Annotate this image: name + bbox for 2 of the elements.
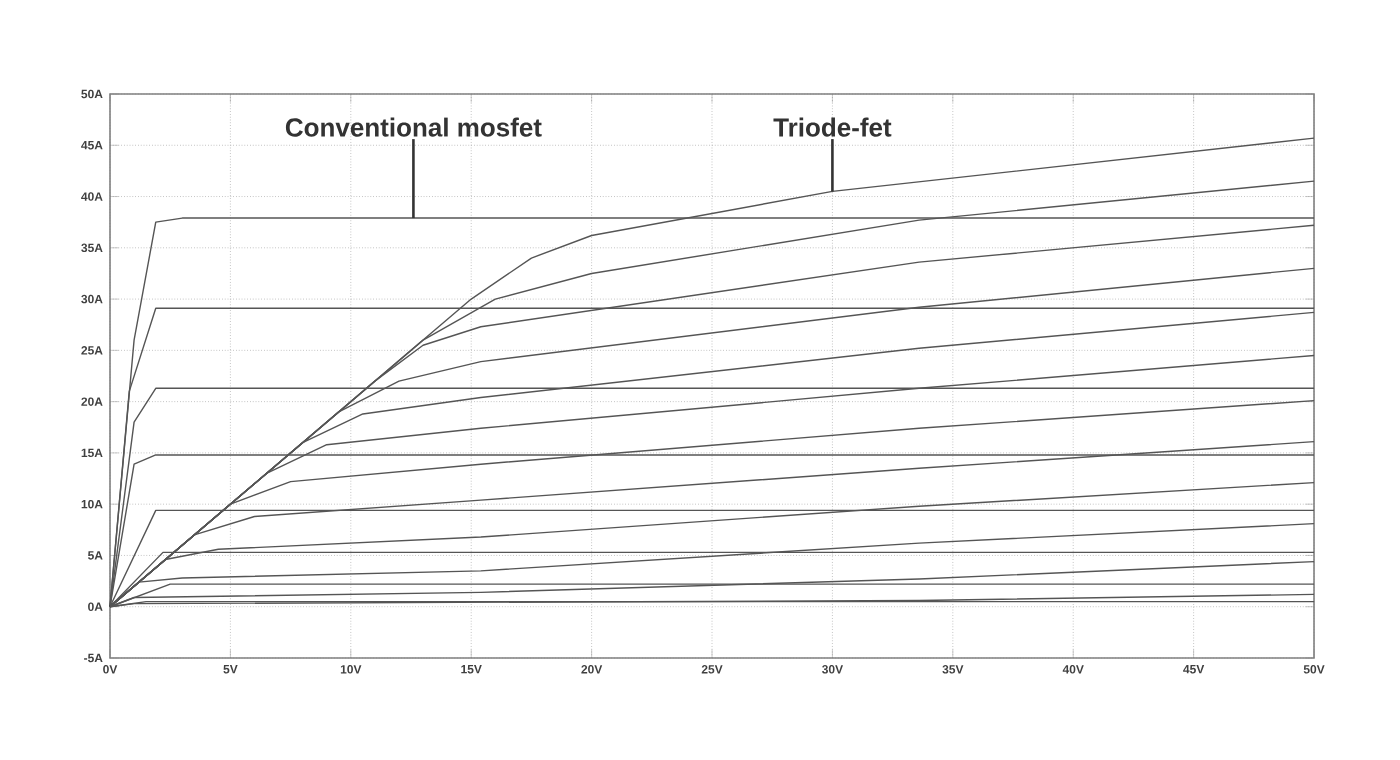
annotation: Conventional mosfet	[285, 117, 542, 137]
annotation: Triode-fet	[773, 117, 892, 137]
